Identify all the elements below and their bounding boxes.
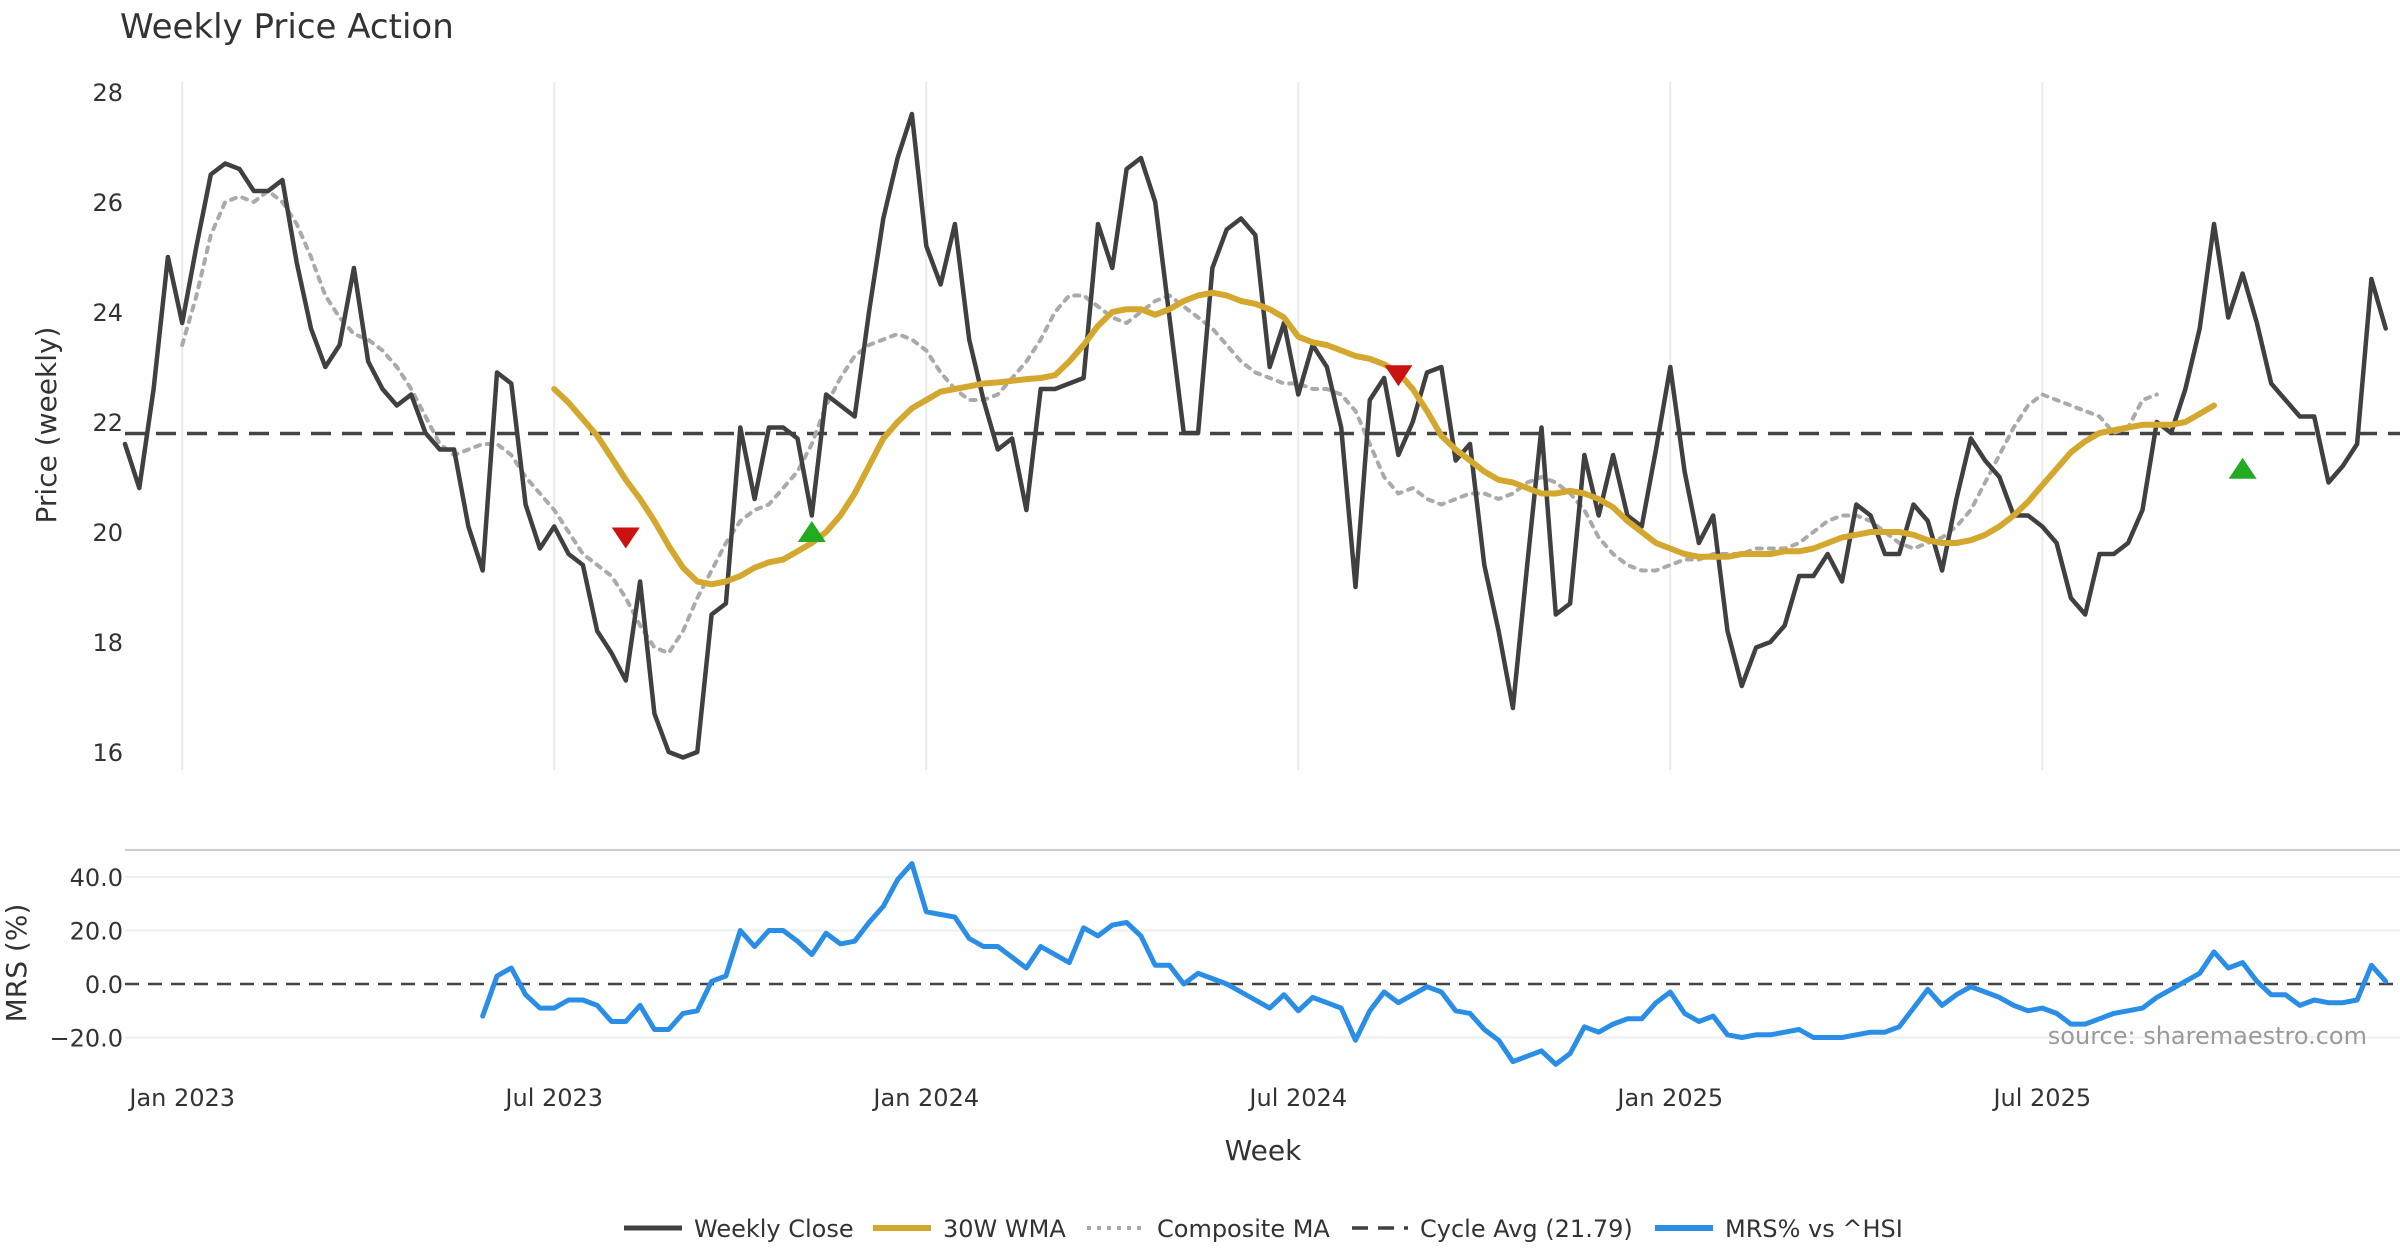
price-y-ticks: 16 18 20 22 24 26 28 <box>92 79 123 767</box>
price-y-tick: 16 <box>92 739 123 767</box>
legend-item: Cycle Avg (21.79) <box>1352 1215 1633 1243</box>
legend-label: 30W WMA <box>943 1215 1066 1243</box>
mrs-y-ticks: −20.0 0.0 20.0 40.0 <box>49 864 123 1053</box>
30w-wma-line <box>551 289 2217 588</box>
mrs-panel: −20.0 0.0 20.0 40.0 MRS (%) source: sharema… <box>0 849 2400 1067</box>
signal-markers <box>611 365 2257 549</box>
price-grid <box>181 82 2044 770</box>
sell-signal-marker <box>611 527 640 549</box>
mrs-y-tick: 40.0 <box>70 864 123 892</box>
legend-label: MRS% vs ^HSI <box>1725 1215 1903 1243</box>
x-tick-label: Jan 2025 <box>1615 1084 1723 1112</box>
buy-signal-marker <box>797 521 826 542</box>
mrs-grid <box>125 849 2400 1039</box>
x-axis-label: Week <box>1225 1134 1302 1167</box>
price-y-tick: 28 <box>92 79 123 107</box>
x-tick-label: Jan 2023 <box>127 1084 235 1112</box>
chart-legend: Weekly Close 30W WMA Composite MA Cycle Avg… <box>624 1215 1903 1243</box>
legend-label: Weekly Close <box>694 1215 854 1243</box>
x-tick-label: Jul 2023 <box>503 1084 603 1112</box>
mrs-y-axis-label: MRS (%) <box>0 904 33 1023</box>
mrs-y-tick: 0.0 <box>85 971 123 999</box>
weekly-close-line <box>122 111 2388 760</box>
mrs-y-tick: 20.0 <box>70 918 123 946</box>
composite-ma-line <box>180 189 2159 655</box>
price-y-axis-label: Price (weekly) <box>30 327 63 524</box>
mrs-y-tick: −20.0 <box>49 1025 123 1053</box>
price-y-tick: 22 <box>92 409 123 437</box>
x-axis-ticks: Jan 2023 Jul 2023 Jan 2024 Jul 2024 Jan 2025… <box>127 1084 2091 1112</box>
price-y-tick: 20 <box>92 519 123 547</box>
x-tick-label: Jul 2025 <box>1991 1084 2091 1112</box>
legend-label: Composite MA <box>1157 1215 1330 1243</box>
price-y-tick: 24 <box>92 299 123 327</box>
legend-item: Weekly Close <box>624 1215 854 1243</box>
legend-item: 30W WMA <box>873 1215 1066 1243</box>
legend-label: Cycle Avg (21.79) <box>1420 1215 1633 1243</box>
sell-signal-marker <box>1384 365 1413 387</box>
price-y-tick: 18 <box>92 629 123 657</box>
price-panel: 16 18 20 22 24 26 28 Price (weekly) <box>30 79 2400 770</box>
buy-signal-marker <box>2228 457 2257 479</box>
legend-item: Composite MA <box>1087 1215 1330 1243</box>
legend-item: MRS% vs ^HSI <box>1655 1215 1903 1243</box>
mrs-line <box>480 861 2389 1067</box>
x-tick-label: Jan 2024 <box>871 1084 979 1112</box>
chart-title: Weekly Price Action <box>120 7 454 47</box>
source-note: source: sharemaestro.com <box>2048 1022 2367 1050</box>
price-series <box>122 111 2400 760</box>
mrs-series <box>480 861 2389 1067</box>
price-y-tick: 26 <box>92 189 123 217</box>
x-tick-label: Jul 2024 <box>1247 1084 1347 1112</box>
